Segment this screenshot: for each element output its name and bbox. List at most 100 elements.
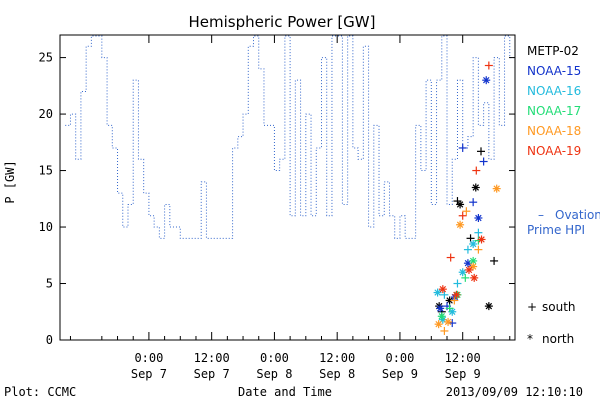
satellite-marker	[477, 235, 486, 244]
satellite-marker	[452, 290, 461, 299]
satellite-marker	[458, 143, 467, 152]
satellite-marker	[448, 307, 457, 316]
x-tick-time: 12:00	[445, 351, 481, 365]
satellite-marker	[445, 304, 454, 313]
legend-markers: + south * north	[527, 300, 576, 346]
x-tick-time: 0:00	[260, 351, 289, 365]
ovation-hpi-path	[65, 35, 514, 239]
satellite-marker	[458, 268, 467, 277]
satellite-marker	[477, 147, 486, 156]
marker-stroke	[470, 274, 478, 282]
satellite-marker	[433, 288, 442, 297]
satellite-marker	[458, 211, 467, 220]
marker-stroke	[459, 268, 466, 276]
satellite-marker	[464, 265, 473, 274]
marker-stroke	[475, 214, 482, 222]
north-marker-symbol: *	[527, 332, 533, 346]
x-tick-time: 12:00	[319, 351, 355, 365]
satellite-marker	[440, 326, 449, 335]
marker-stroke	[456, 221, 464, 229]
x-tick-date: Sep 8	[319, 367, 355, 381]
satellite-marker	[490, 256, 499, 265]
satellite-marker	[446, 253, 455, 262]
satellite-markers	[433, 61, 501, 335]
y-axis-label: P [GW]	[3, 160, 17, 203]
legend-item: NOAA-15	[527, 64, 581, 78]
satellite-marker	[474, 228, 483, 237]
south-marker-symbol: +	[527, 300, 537, 314]
satellite-marker	[456, 220, 465, 229]
legend-ovation-line2: Prime HPI	[527, 223, 585, 237]
legend-item: NOAA-18	[527, 124, 581, 138]
x-tick-date: Sep 7	[194, 367, 230, 381]
y-tick-label: 10	[39, 220, 53, 234]
plot-area: 0 5 10 15 20 25 0:00 Sep 7 12:00 Sep 7 0:00 Sep 8 1…	[39, 34, 516, 381]
satellite-marker	[461, 273, 470, 282]
satellite-marker	[450, 296, 459, 305]
x-tick-date: Sep 7	[131, 367, 167, 381]
legend-ovation-line1: Ovation	[555, 208, 600, 222]
satellite-marker	[472, 166, 481, 175]
satellite-marker	[463, 245, 472, 254]
x-tick-date: Sep 9	[445, 367, 481, 381]
satellite-marker	[469, 198, 478, 207]
y-axis: 0 5 10 15 20 25	[39, 51, 515, 347]
marker-stroke	[439, 285, 447, 293]
plot-source-label: Plot: CCMC	[4, 385, 76, 399]
marker-stroke	[456, 201, 464, 208]
satellite-marker	[444, 317, 453, 326]
marker-stroke	[469, 257, 477, 265]
marker-stroke	[469, 240, 477, 248]
marker-stroke	[435, 320, 442, 328]
ovation-hpi-line	[65, 35, 514, 239]
y-tick-label: 20	[39, 107, 53, 121]
satellite-marker	[492, 184, 501, 193]
marker-stroke	[472, 184, 480, 191]
chart-title: Hemispheric Power [GW]	[189, 13, 376, 31]
satellite-marker	[471, 183, 480, 192]
legend-ovation-dash: –	[538, 208, 544, 222]
south-marker-label: south	[542, 300, 576, 314]
satellite-marker	[453, 279, 462, 288]
satellite-marker	[438, 285, 447, 294]
x-tick-time: 12:00	[194, 351, 230, 365]
marker-stroke	[434, 289, 441, 296]
north-marker-label: north	[542, 332, 574, 346]
satellite-marker	[474, 214, 483, 222]
legend-item: METP-02	[527, 44, 579, 58]
timestamp-label: 2013/09/09 12:10:10	[446, 385, 583, 399]
legend-item: NOAA-16	[527, 84, 581, 98]
legend-ovation: – Ovation Prime HPI	[527, 208, 600, 237]
x-tick-date: Sep 8	[256, 367, 292, 381]
satellite-marker	[484, 61, 493, 70]
marker-stroke	[446, 297, 453, 304]
satellite-marker	[440, 290, 449, 299]
marker-stroke	[438, 313, 446, 320]
y-tick-label: 5	[46, 277, 53, 291]
satellite-marker	[474, 245, 483, 254]
satellite-marker	[462, 207, 471, 216]
marker-stroke	[485, 302, 493, 310]
satellite-marker	[456, 200, 465, 209]
marker-stroke	[453, 291, 460, 299]
x-tick-date: Sep 9	[382, 367, 418, 381]
satellite-marker	[437, 312, 446, 321]
marker-stroke	[478, 236, 485, 243]
y-tick-label: 25	[39, 51, 53, 65]
marker-stroke	[493, 185, 500, 192]
marker-stroke	[449, 308, 456, 315]
marker-stroke	[444, 318, 452, 326]
marker-stroke	[465, 266, 473, 274]
y-tick-label: 15	[39, 164, 53, 178]
satellite-marker	[470, 273, 479, 282]
legend: METP-02 NOAA-15 NOAA-16 NOAA-17 NOAA-18 NOAA-…	[527, 44, 581, 158]
x-tick-time: 0:00	[385, 351, 414, 365]
satellite-marker	[482, 76, 491, 85]
satellite-marker	[445, 296, 454, 305]
satellite-marker	[436, 304, 445, 313]
x-axis: 0:00 Sep 7 12:00 Sep 7 0:00 Sep 8 12:00 Sep 8 0:…	[69, 35, 511, 381]
satellite-marker	[434, 320, 443, 329]
marker-stroke	[483, 76, 490, 84]
